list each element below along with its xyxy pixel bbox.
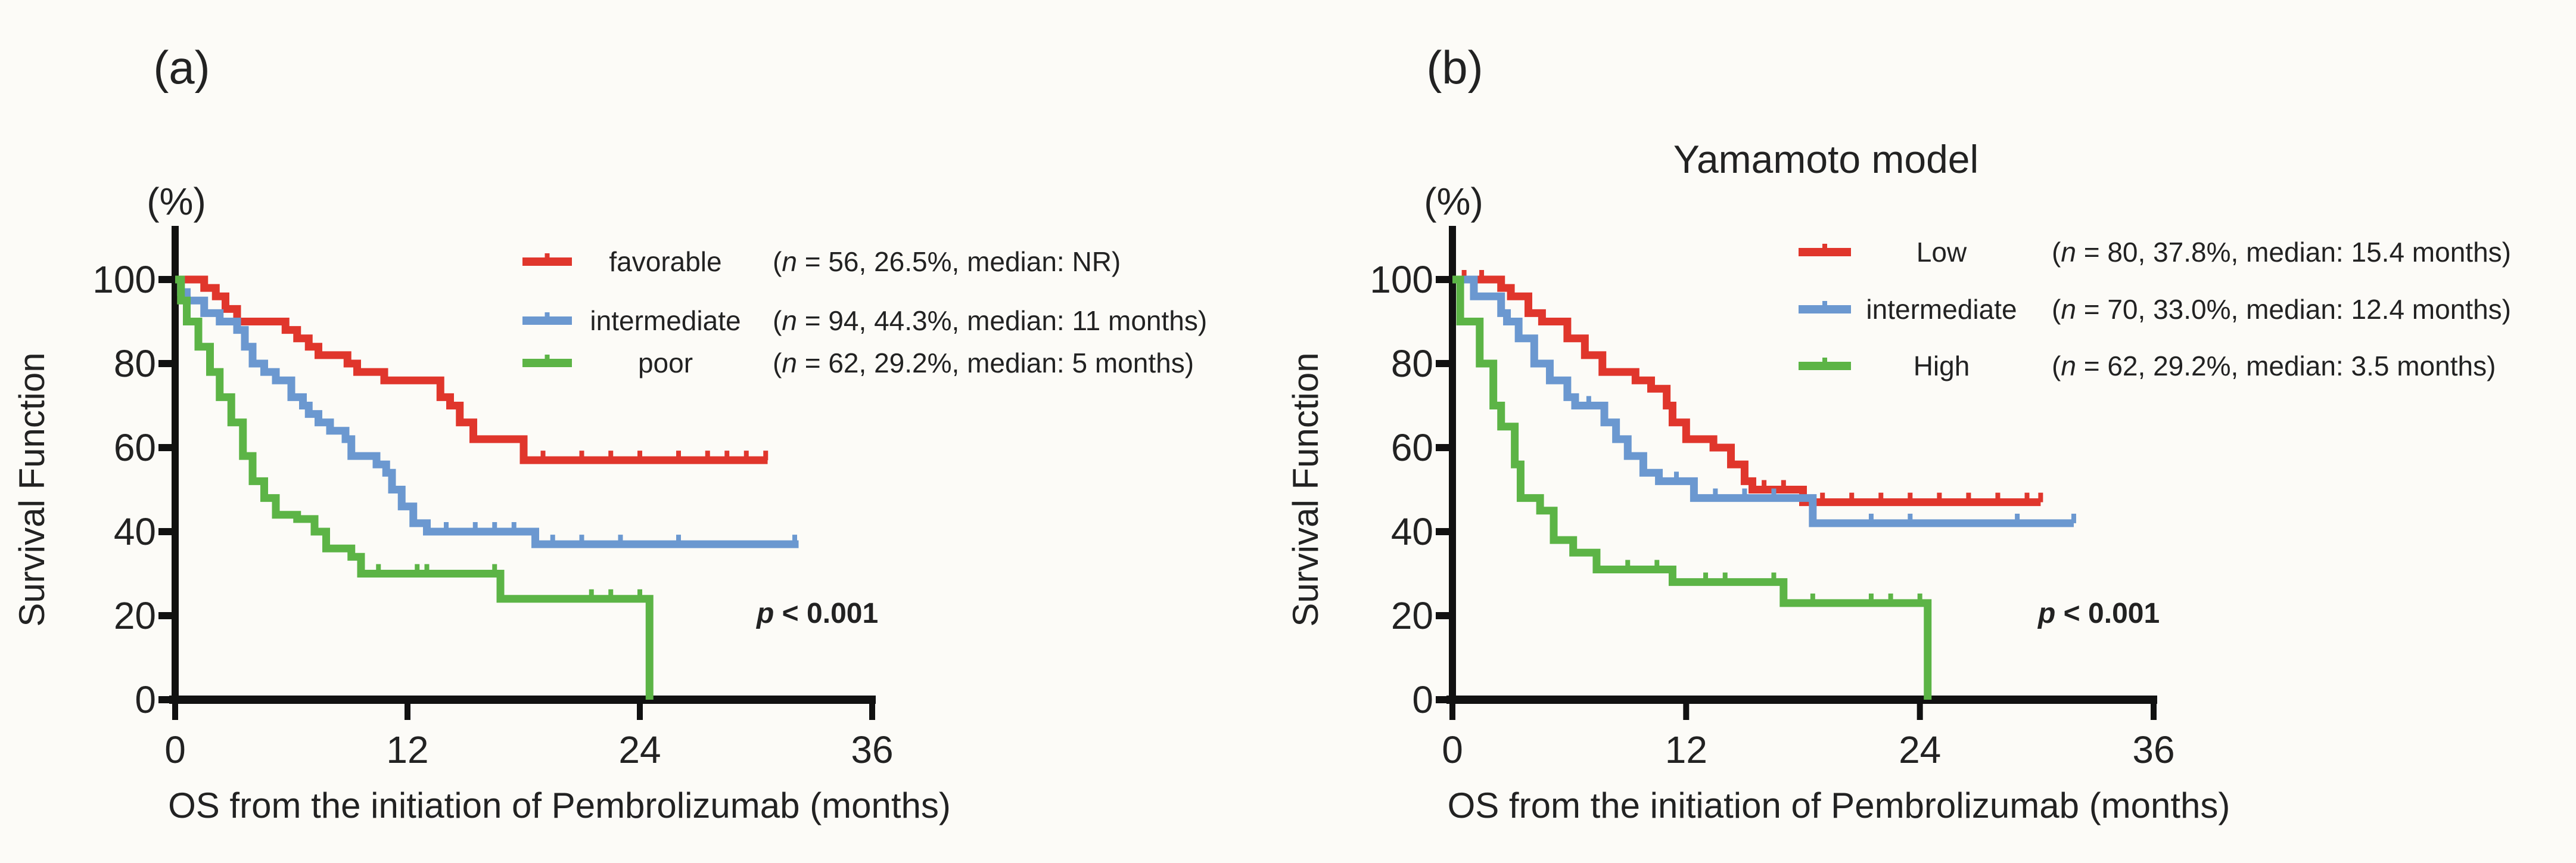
series-intermediate — [1452, 275, 2076, 527]
survival-curve — [1452, 275, 1932, 700]
legend-paren: ( — [773, 246, 782, 277]
legend-label: High — [1914, 350, 1970, 381]
survival-curve — [1452, 275, 2074, 527]
x-tick-label: 24 — [1899, 728, 1941, 771]
legend-label: poor — [638, 347, 693, 378]
y-tick-label: 40 — [1391, 510, 1433, 553]
km-panel-b: (b) Yamamoto model (%) Survival Function OS … — [1286, 41, 2511, 825]
y-tick-label: 60 — [1391, 426, 1433, 469]
legend-label: favorable — [609, 246, 721, 277]
panel-label: (a) — [153, 41, 210, 94]
y-axis-label: Survival Function — [1286, 352, 1326, 626]
legend-n-symbol: n — [2061, 294, 2076, 325]
y-unit-label: (%) — [147, 180, 206, 223]
legend-n-symbol: n — [2061, 237, 2076, 268]
legend-paren: ( — [2052, 237, 2061, 268]
y-tick-label: 100 — [92, 258, 156, 301]
p-value-text: < 0.001 — [2055, 598, 2160, 629]
legend-paren: ( — [2052, 350, 2061, 381]
legend-label: Low — [1917, 237, 1967, 268]
y-tick-label: 0 — [135, 678, 156, 721]
legend-stats-text: = 62, 29.2%, median: 3.5 months) — [2076, 350, 2496, 381]
legend-item: intermediate (n = 94, 44.3%, median: 11 m… — [522, 305, 1207, 336]
legend-item: poor (n = 62, 29.2%, median: 5 months) — [522, 347, 1194, 378]
legend-label: intermediate — [1866, 294, 2017, 325]
series-low — [1452, 270, 2043, 507]
y-tick-label: 0 — [1412, 678, 1433, 721]
x-tick-label: 12 — [386, 728, 428, 771]
survival-curve — [1452, 275, 2041, 507]
x-axis-label: OS from the initiation of Pembrolizumab … — [1448, 786, 2230, 825]
legend-stats: (n = 62, 29.2%, median: 5 months) — [773, 347, 1194, 378]
legend-stats: (n = 56, 26.5%, median: NR) — [773, 246, 1121, 277]
legend-stats: (n = 70, 33.0%, median: 12.4 months) — [2052, 294, 2511, 325]
y-unit-label: (%) — [1424, 180, 1483, 223]
survival-curve — [175, 275, 799, 548]
survival-curve — [175, 275, 768, 464]
legend-item: Low (n = 80, 37.8%, median: 15.4 months) — [1799, 237, 2511, 268]
p-symbol: p — [755, 598, 774, 629]
panel-label: (b) — [1426, 41, 1483, 94]
y-tick-label: 80 — [114, 342, 156, 385]
legend-paren: ( — [773, 347, 782, 378]
legend-stats: (n = 62, 29.2%, median: 3.5 months) — [2052, 350, 2496, 381]
x-tick-label: 0 — [164, 728, 186, 771]
legend-stats-text: = 56, 26.5%, median: NR) — [797, 246, 1121, 277]
y-tick-label: 100 — [1370, 258, 1433, 301]
y-tick-label: 20 — [1391, 594, 1433, 637]
legend-stats-text: = 94, 44.3%, median: 11 months) — [797, 305, 1207, 336]
x-tick-label: 0 — [1442, 728, 1463, 771]
x-tick-label: 36 — [851, 728, 893, 771]
series-high — [1452, 275, 1932, 700]
series-favorable — [175, 275, 769, 464]
series-poor — [175, 275, 654, 700]
y-tick-label: 20 — [114, 594, 156, 637]
legend-paren: ( — [2052, 294, 2061, 325]
legend-n-symbol: n — [2061, 350, 2076, 381]
legend-stats-text: = 80, 37.8%, median: 15.4 months) — [2076, 237, 2511, 268]
legend-stats: (n = 94, 44.3%, median: 11 months) — [773, 305, 1207, 336]
x-axis-label: OS from the initiation of Pembrolizumab … — [168, 786, 951, 825]
legend-item: High (n = 62, 29.2%, median: 3.5 months) — [1799, 350, 2496, 381]
x-tick-label: 36 — [2132, 728, 2174, 771]
km-panel-a: (a) (%) Survival Function OS from the initi… — [12, 41, 1207, 825]
legend-label: intermediate — [590, 305, 741, 336]
x-tick-label: 24 — [618, 728, 661, 771]
p-value-text: < 0.001 — [774, 598, 878, 629]
legend-n-symbol: n — [782, 246, 797, 277]
y-axis-label: Survival Function — [12, 352, 52, 626]
y-tick-label: 60 — [114, 426, 156, 469]
legend-stats: (n = 80, 37.8%, median: 15.4 months) — [2052, 237, 2511, 268]
chart-title: Yamamoto model — [1673, 137, 1978, 181]
y-tick-label: 40 — [114, 510, 156, 553]
x-tick-label: 12 — [1665, 728, 1707, 771]
series-intermediate — [175, 275, 799, 548]
p-symbol: p — [2037, 598, 2055, 629]
legend-stats-text: = 62, 29.2%, median: 5 months) — [797, 347, 1194, 378]
p-value: p < 0.001 — [2037, 598, 2160, 629]
legend-n-symbol: n — [782, 305, 797, 336]
p-value: p < 0.001 — [755, 598, 878, 629]
y-tick-label: 80 — [1391, 342, 1433, 385]
legend-n-symbol: n — [782, 347, 797, 378]
legend-paren: ( — [773, 305, 782, 336]
legend-stats-text: = 70, 33.0%, median: 12.4 months) — [2076, 294, 2511, 325]
legend-item: favorable (n = 56, 26.5%, median: NR) — [522, 246, 1121, 277]
legend-item: intermediate (n = 70, 33.0%, median: 12.4… — [1799, 294, 2511, 325]
survival-curve — [175, 275, 654, 700]
